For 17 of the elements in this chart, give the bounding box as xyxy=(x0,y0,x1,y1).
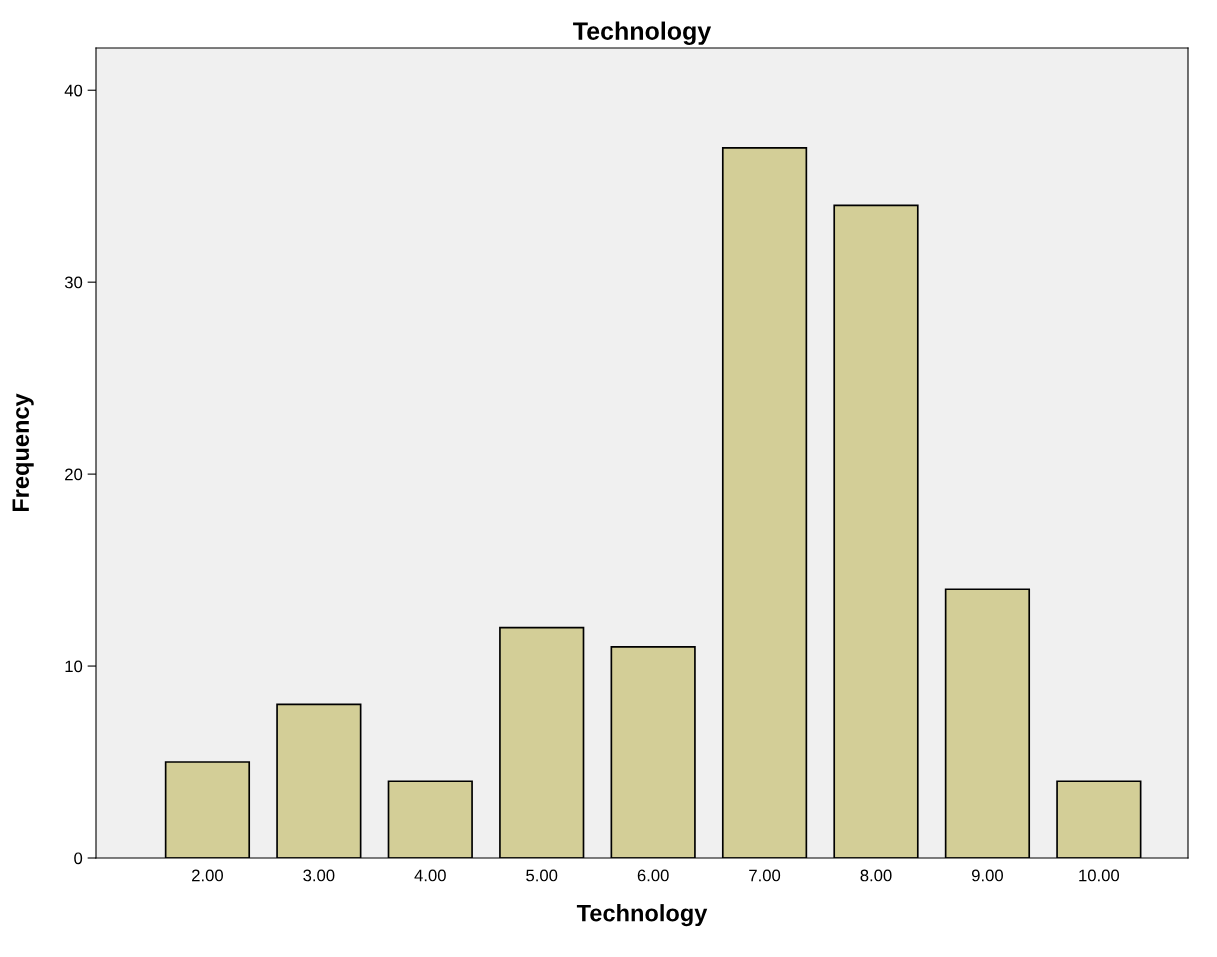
x-tick-label: 5.00 xyxy=(526,869,558,882)
x-tick-label: 7.00 xyxy=(749,869,781,882)
x-tick-label: 3.00 xyxy=(303,869,335,882)
x-tick-label: 4.00 xyxy=(414,869,446,882)
y-tick-label: 10 xyxy=(65,660,83,673)
x-axis-title: Technology xyxy=(576,904,708,927)
chart-title: Technology xyxy=(573,21,712,45)
x-tick-label: 9.00 xyxy=(971,869,1003,882)
x-tick-label: 10.00 xyxy=(1079,869,1120,882)
x-tick-label: 2.00 xyxy=(192,869,223,882)
y-tick-label: 30 xyxy=(64,276,83,289)
x-tick-label: 8.00 xyxy=(860,869,892,882)
y-tick-label: 20 xyxy=(65,468,83,481)
y-tick-label: 0 xyxy=(74,852,83,865)
y-tick-label: 40 xyxy=(64,84,83,97)
x-tick-label: 6.00 xyxy=(637,869,669,882)
y-axis-title: Frequency xyxy=(12,393,34,512)
